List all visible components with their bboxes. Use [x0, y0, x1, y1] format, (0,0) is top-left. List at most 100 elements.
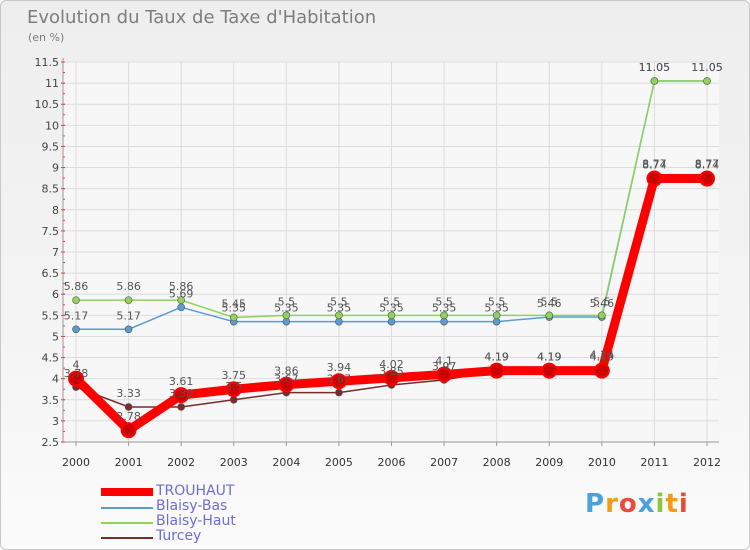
data-label: 3.97 [432, 360, 457, 373]
y-tick-label: 11 [45, 77, 59, 90]
data-label: 4.24 [590, 349, 615, 362]
data-point-blaisy-haut [72, 296, 80, 304]
legend-label-turcey: Turcey [156, 528, 202, 544]
y-tick-label: 6.5 [42, 267, 60, 280]
y-tick-label: 7 [52, 246, 59, 259]
data-label: 11.05 [691, 61, 723, 74]
data-label: 4 [73, 359, 80, 372]
y-tick-label: 5 [52, 330, 59, 343]
logo-letter: P [585, 489, 606, 519]
data-label: 5.46 [537, 297, 562, 310]
data-point-blaisy-haut [492, 311, 501, 320]
data-point-trouhaut [330, 373, 347, 390]
data-label: 5.45 [222, 297, 247, 310]
legend-swatch-blaisy-haut [101, 522, 153, 524]
x-tick-label: 2006 [378, 456, 406, 469]
data-label: 8.77 [642, 157, 667, 170]
y-tick-label: 6 [52, 288, 59, 301]
data-label: 3.33 [169, 387, 194, 400]
x-tick-label: 2004 [272, 456, 300, 469]
data-point-blaisy-haut [229, 313, 238, 322]
data-label: 3.94 [327, 361, 352, 374]
data-label: 5.35 [274, 302, 299, 315]
data-point-trouhaut [120, 422, 137, 439]
logo-letter: o [618, 489, 638, 519]
x-tick-label: 2005 [325, 456, 353, 469]
data-label: 5.35 [327, 302, 352, 315]
y-tick-label: 4 [52, 373, 59, 386]
data-label: 11.05 [639, 61, 671, 74]
data-point-blaisy-bas [72, 325, 80, 334]
x-tick-label: 2008 [483, 456, 511, 469]
data-point-blaisy-bas [177, 303, 185, 312]
y-tick-label: 10.5 [35, 98, 60, 111]
data-label: 4.1 [435, 354, 453, 367]
data-label: 3.86 [274, 365, 299, 378]
data-label: 4.19 [484, 351, 509, 364]
data-point-blaisy-bas [387, 317, 396, 326]
data-label: 4.19 [590, 351, 615, 364]
data-point-turcey [177, 403, 185, 411]
y-tick-label: 8 [52, 204, 59, 217]
data-label: 5.35 [379, 302, 404, 315]
data-point-trouhaut [699, 170, 715, 187]
y-tick-label: 9.5 [42, 140, 60, 153]
y-tick-label: 7.5 [42, 225, 60, 238]
data-label: 5.86 [116, 280, 141, 293]
data-point-blaisy-bas [335, 317, 343, 326]
y-tick-label: 9 [52, 162, 59, 175]
data-point-blaisy-haut [440, 311, 448, 320]
proxiti-logo: Proxiti [585, 489, 689, 519]
data-point-turcey [335, 388, 343, 397]
data-label: 4.19 [484, 351, 509, 364]
data-label: 8.77 [695, 157, 720, 170]
data-point-blaisy-haut [598, 311, 606, 320]
logo-letter: r [605, 489, 619, 519]
data-point-trouhaut [593, 362, 610, 379]
x-tick-label: 2011 [640, 456, 668, 469]
data-label: 4.19 [537, 351, 562, 364]
data-label: 3.85 [379, 365, 404, 378]
data-point-blaisy-haut [703, 77, 711, 85]
data-label: 5.35 [432, 302, 457, 315]
x-tick-label: 2002 [167, 456, 195, 469]
data-label: 5.5 [383, 295, 401, 308]
y-tick-label: 2.5 [42, 436, 60, 449]
data-label: 3.67 [327, 373, 352, 386]
data-point-blaisy-haut [650, 77, 659, 85]
logo-letter: i [655, 489, 666, 519]
data-point-blaisy-bas [492, 317, 501, 326]
data-label: 5.86 [169, 280, 194, 293]
logo-letter: x [637, 489, 656, 519]
y-tick-label: 11.5 [35, 56, 60, 69]
data-label: 2.78 [116, 410, 141, 423]
data-label: 4.19 [537, 351, 562, 364]
data-label: 5.35 [222, 302, 247, 315]
y-tick-label: 3 [52, 415, 59, 428]
data-point-turcey [229, 395, 238, 404]
data-point-trouhaut [383, 369, 400, 386]
data-label: 3.5 [225, 380, 243, 393]
data-label: 5.5 [488, 295, 506, 308]
data-label: 4.02 [379, 358, 404, 371]
data-label: 5.5 [435, 295, 453, 308]
data-label: 5.17 [116, 309, 141, 322]
x-tick-label: 2009 [535, 456, 563, 469]
data-label: 5.17 [64, 309, 89, 322]
data-label: 5.5 [593, 295, 611, 308]
x-tick-label: 2007 [430, 456, 458, 469]
y-tick-label: 5.5 [42, 309, 60, 322]
data-label: 8.74 [642, 159, 667, 172]
logo-letter: i [678, 489, 689, 519]
x-tick-label: 2001 [115, 456, 143, 469]
data-label: 5.5 [541, 295, 559, 308]
data-point-blaisy-haut [335, 311, 343, 320]
data-point-trouhaut [488, 362, 505, 379]
data-point-trouhaut [225, 381, 242, 398]
data-label: 3.33 [116, 387, 141, 400]
legend-swatch-blaisy-bas [101, 507, 153, 509]
data-point-turcey [124, 403, 133, 411]
data-point-blaisy-haut [545, 311, 554, 320]
